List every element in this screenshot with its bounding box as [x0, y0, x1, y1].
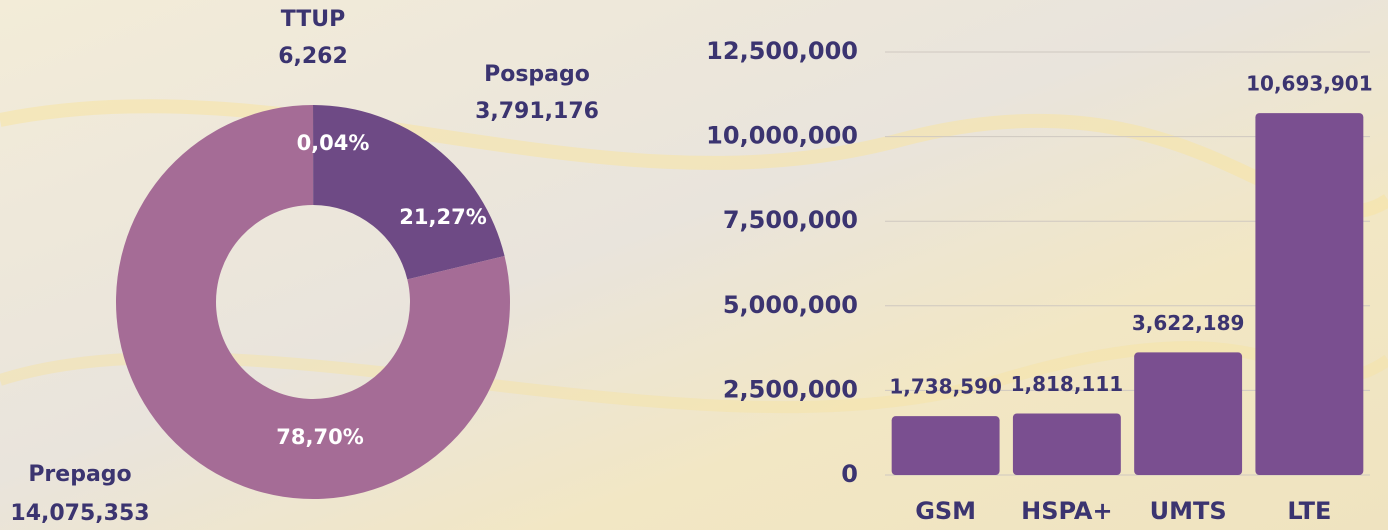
- percent-label: 78,70%: [276, 425, 363, 449]
- bar: [1012, 413, 1121, 475]
- value-label: 1,818,111: [1011, 372, 1124, 396]
- percent-label: 0,04%: [297, 131, 370, 155]
- value-label: 1,738,590: [889, 375, 1002, 399]
- y-tick-label: 7,500,000: [723, 206, 858, 234]
- bar: [1255, 113, 1364, 475]
- x-tick-label: HSPA+: [1021, 497, 1112, 525]
- donut-slice: [116, 105, 510, 499]
- y-tick-label: 10,000,000: [706, 122, 858, 150]
- value-label: 10,693,901: [1246, 72, 1373, 96]
- value-label: 6,262: [278, 44, 348, 69]
- y-tick-label: 2,500,000: [723, 375, 858, 403]
- value-label: 3,791,176: [475, 99, 599, 124]
- x-tick-label: UMTS: [1150, 497, 1227, 525]
- y-tick-label: 12,500,000: [706, 37, 858, 65]
- y-tick-label: 5,000,000: [723, 291, 858, 319]
- bar: [891, 416, 1000, 475]
- percent-label: 21,27%: [399, 205, 486, 229]
- x-tick-label: LTE: [1287, 497, 1331, 525]
- bar: [1134, 352, 1243, 475]
- category-label: Prepago: [28, 462, 131, 487]
- y-tick-label: 0: [841, 460, 858, 488]
- category-label: TTUP: [281, 7, 346, 32]
- x-tick-label: GSM: [915, 497, 976, 525]
- value-label: 3,622,189: [1132, 311, 1245, 335]
- donut-slice: [313, 105, 505, 280]
- category-label: Pospago: [484, 62, 590, 87]
- value-label: 14,075,353: [10, 501, 149, 526]
